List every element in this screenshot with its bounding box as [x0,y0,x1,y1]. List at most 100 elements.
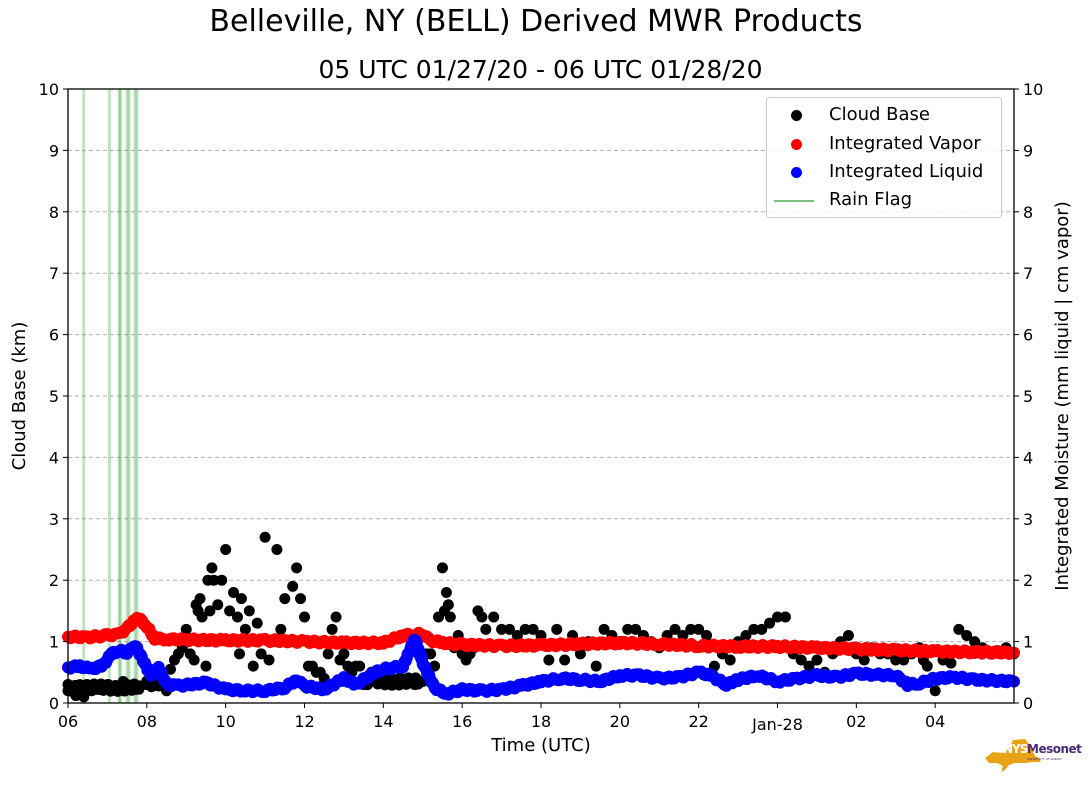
cloud-base-point [511,629,523,641]
y-axis-label-right: Integrated Moisture (mm liquid | cm vapo… [1052,201,1073,590]
cloud-base-point [259,531,271,543]
cloud-base-point [488,611,500,623]
cloud-base-point [330,611,342,623]
y-tick-label-right: 0 [1023,694,1033,713]
legend-item-rain-flag: Rain Flag [767,186,1001,214]
logo-nys-text: NYS [1003,742,1028,756]
cloud-base-point [188,654,200,666]
cloud-base-point [701,629,713,641]
y-tick-label-right: 1 [1023,633,1033,652]
y-tick-label-right: 8 [1023,203,1033,222]
integrated-vapor-series [62,611,1020,660]
cloud-base-point [779,611,791,623]
cloud-base-point [496,623,508,635]
cloud-base-point [194,593,206,605]
cloud-base-point [255,648,267,660]
y-tick-label-right: 10 [1023,80,1043,99]
x-tick-label: 08 [137,712,157,731]
cloud-base-point [235,593,247,605]
cloud-base-point [216,574,228,586]
cloud-base-point [291,562,303,574]
cloud-base-point [756,623,768,635]
cloud-base-point [208,574,220,586]
cloud-base-point [961,629,973,641]
chart-subtitle: 05 UTC 01/27/20 - 06 UTC 01/28/20 [318,55,763,84]
x-tick-label: 04 [925,712,945,731]
x-tick-label: 06 [58,712,78,731]
y-tick-label-left: 8 [49,203,59,222]
legend-item-integrated-liquid: Integrated Liquid [767,158,1001,186]
cloud-base-point [196,611,208,623]
logo-tagline: UNIVERSITY AT ALBANY [1027,757,1063,761]
legend: Cloud Base Integrated Vapor Integrated L… [766,97,1002,218]
cloud-base-point [858,654,870,666]
new-york-state-icon [985,739,1041,772]
y-tick-label-left: 5 [49,387,59,406]
cloud-base-point [233,648,245,660]
cloud-base-point [322,648,334,660]
cloud-base-point [693,623,705,635]
cloud-base-point [295,593,307,605]
cloud-base-point [338,648,350,660]
cloud-base-point [275,623,287,635]
cloud-base-point [354,660,366,672]
cloud-base-point [543,654,555,666]
legend-label: Rain Flag [829,189,913,210]
cloud-base-point [251,617,263,629]
legend-label: Integrated Vapor [829,133,981,154]
cloud-base-point [299,611,310,623]
cloud-base-point [764,617,776,629]
legend-label: Integrated Liquid [829,161,984,182]
cloud-base-point [243,605,255,617]
y-tick-label-right: 6 [1023,326,1033,345]
y-tick-label-left: 6 [49,326,59,345]
cloud-base-point [574,648,586,660]
cloud-base-point [669,623,681,635]
y-axis-label-left: Cloud Base (km) [9,322,30,471]
cloud-base-point [228,586,240,598]
x-tick-label: Jan-28 [751,715,803,734]
cloud-base-point [206,562,218,574]
legend-marker-integrated-liquid [791,167,802,178]
cloud-base-point [559,654,571,666]
y-tick-label-right: 4 [1023,448,1033,467]
cloud-base-point [748,623,760,635]
legend-item-cloud-base: Cloud Base [767,101,1001,129]
cloud-base-point [803,660,815,672]
chart-title: Belleville, NY (BELL) Derived MWR Produc… [209,4,863,39]
y-tick-label-left: 4 [49,448,59,467]
y-tick-label-left: 10 [39,80,59,99]
cloud-base-point [204,605,216,617]
cloud-base-point [551,623,563,635]
x-tick-label: 20 [610,712,630,731]
cloud-base-point [724,654,736,666]
cloud-base-point [231,611,243,623]
x-tick-label: 22 [688,712,708,731]
cloud-base-point [425,648,437,660]
cloud-base-point [630,623,642,635]
y-tick-label-right: 9 [1023,141,1033,160]
legend-marker-integrated-vapor [791,139,802,150]
x-tick-label: 14 [373,712,393,731]
cloud-base-point [527,623,539,635]
y-tick-label-right: 2 [1023,571,1033,590]
cloud-base-point [795,654,807,666]
legend-marker-cloud-base [791,110,802,121]
cloud-base-point [921,660,933,672]
cloud-base-point [220,544,232,555]
cloud-base-point [480,623,492,635]
y-tick-label-left: 3 [49,510,59,529]
x-tick-label: 12 [294,712,314,731]
cloud-base-point [414,676,426,688]
y-tick-label-right: 3 [1023,510,1033,529]
y-axis-ticks: 0 0 1 1 2 2 3 3 4 4 5 5 6 6 7 7 8 8 9 9 10 10 [39,80,1044,713]
cloud-base-point [953,623,965,635]
cloud-base-point [772,611,783,623]
x-tick-label: 02 [846,712,866,731]
cloud-base-point [180,623,192,635]
cloud-base-point [969,636,981,648]
logo-mesonet-text: Mesonet [1027,742,1082,756]
cloud-base-point [444,611,456,623]
y-tick-label-left: 9 [49,141,59,160]
